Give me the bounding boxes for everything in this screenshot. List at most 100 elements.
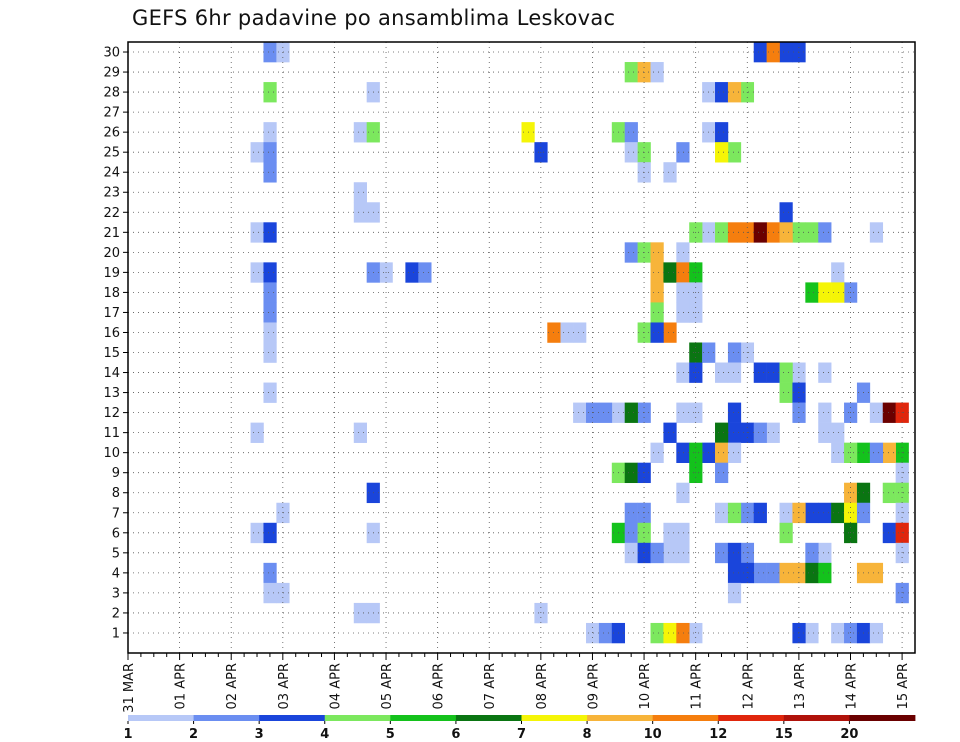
heatmap-cell: [727, 402, 742, 423]
x-tick-label: 10 APR: [638, 663, 653, 709]
colorbar-segment: [390, 715, 457, 721]
x-tick-label: 12 APR: [741, 663, 756, 709]
heatmap-cell: [676, 282, 690, 303]
heatmap-cell: [650, 242, 664, 263]
heatmap-cell: [831, 442, 845, 463]
heatmap-cell: [715, 502, 729, 524]
y-tick-label: 26: [103, 126, 120, 141]
heatmap-cell: [805, 502, 819, 524]
colorbar-segment: [652, 715, 719, 721]
colorbar-segment: [455, 715, 522, 721]
heatmap-cell: [263, 302, 277, 323]
heatmap-cell: [353, 422, 367, 443]
y-tick-label: 27: [103, 106, 120, 121]
heatmap-cell: [818, 222, 832, 243]
heatmap-cell: [818, 502, 832, 524]
heatmap-cell: [676, 402, 690, 423]
x-tick-label: 04 APR: [328, 663, 343, 709]
y-tick-label: 12: [103, 406, 120, 421]
heatmap-cell: [805, 222, 819, 243]
heatmap-cell: [805, 562, 819, 584]
heatmap-cell: [663, 622, 677, 644]
heatmap-cell: [676, 302, 690, 323]
heatmap-cell: [560, 322, 574, 343]
heatmap-cell: [831, 282, 845, 303]
y-tick-label: 17: [103, 306, 120, 321]
colorbar-label: 5: [386, 727, 395, 742]
heatmap-cell: [263, 262, 277, 283]
heatmap-cell: [534, 602, 548, 624]
colorbar-segment: [718, 715, 785, 721]
x-tick-label: 05 APR: [380, 663, 395, 709]
heatmap-cell: [727, 362, 742, 383]
heatmap-cell: [353, 182, 367, 203]
heatmap-cell: [753, 362, 767, 383]
heatmap-cell: [598, 622, 613, 644]
colorbar-segment: [849, 715, 916, 721]
y-tick-label: 25: [103, 146, 120, 161]
heatmap-cell: [882, 482, 896, 504]
heatmap-cell: [779, 502, 793, 524]
heatmap-cell: [869, 442, 884, 463]
heatmap-cell: [831, 262, 845, 283]
colorbar-segment: [128, 715, 194, 721]
colorbar-label: 1: [123, 727, 132, 742]
heatmap-cell: [869, 402, 884, 423]
heatmap-cell: [882, 522, 896, 544]
heatmap-cell: [650, 322, 664, 343]
heatmap-cell: [598, 402, 613, 423]
heatmap-cell: [663, 522, 677, 544]
heatmap-cell: [573, 402, 587, 423]
heatmap-cell: [779, 562, 793, 584]
x-tick-label: 07 APR: [483, 663, 498, 709]
x-tick-label: 09 APR: [586, 663, 601, 709]
heatmap-cell: [805, 622, 819, 644]
heatmap-cell: [263, 142, 277, 163]
heatmap-cell: [263, 322, 277, 343]
colorbar-label: 20: [840, 727, 858, 742]
y-tick-label: 24: [103, 166, 120, 181]
heatmap-cell: [663, 542, 677, 564]
y-tick-label: 18: [103, 286, 120, 301]
heatmap-cell: [353, 122, 367, 143]
heatmap-cell: [676, 242, 690, 263]
heatmap-cell: [779, 522, 793, 544]
x-tick-label: 02 APR: [225, 663, 240, 709]
heatmap-cell: [805, 542, 819, 564]
heatmap-cell: [753, 502, 767, 524]
x-tick-label: 15 APR: [896, 663, 911, 709]
heatmap-cell: [676, 622, 690, 644]
colorbar-label: 3: [255, 727, 264, 742]
heatmap-cell: [624, 542, 638, 564]
heatmap-cell: [624, 522, 638, 544]
heatmap-cell: [740, 562, 755, 584]
x-tick-label: 13 APR: [793, 663, 808, 709]
heatmap-cell: [818, 422, 832, 443]
y-tick-label: 2: [112, 606, 120, 621]
colorbar-segment: [193, 715, 260, 721]
x-tick-label: 31 MAR: [122, 663, 137, 713]
heatmap-cell: [869, 622, 884, 644]
y-tick-label: 5: [112, 546, 120, 561]
heatmap-cell: [727, 582, 742, 604]
heatmap-cell: [263, 122, 277, 143]
y-tick-label: 16: [103, 326, 120, 341]
heatmap-cell: [405, 262, 419, 283]
heatmap-cell: [650, 622, 664, 644]
colorbar-label: 8: [583, 727, 592, 742]
y-tick-label: 21: [103, 226, 120, 241]
heatmap-cell: [650, 262, 664, 283]
heatmap-cell: [831, 422, 845, 443]
heatmap-cell: [624, 402, 638, 423]
colorbar-label: 10: [644, 727, 662, 742]
heatmap-cell: [263, 222, 277, 243]
heatmap-cell: [263, 522, 277, 544]
heatmap-cell: [263, 342, 277, 363]
heatmap-cell: [624, 462, 638, 484]
heatmap-cell: [882, 442, 896, 463]
x-tick-label: 14 APR: [844, 663, 859, 709]
y-tick-label: 20: [103, 246, 120, 261]
heatmap-cell: [753, 42, 767, 63]
heatmap-cell: [586, 622, 600, 644]
heatmap-cell: [869, 222, 884, 243]
